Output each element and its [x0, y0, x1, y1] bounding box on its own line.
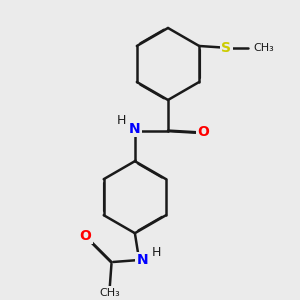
Text: H: H — [116, 114, 126, 127]
Text: O: O — [80, 229, 92, 243]
Text: N: N — [136, 253, 148, 267]
Text: O: O — [198, 125, 210, 140]
Text: CH₃: CH₃ — [99, 288, 120, 298]
Text: N: N — [129, 122, 141, 136]
Text: S: S — [221, 41, 231, 55]
Text: CH₃: CH₃ — [253, 43, 274, 53]
Text: H: H — [152, 246, 161, 259]
